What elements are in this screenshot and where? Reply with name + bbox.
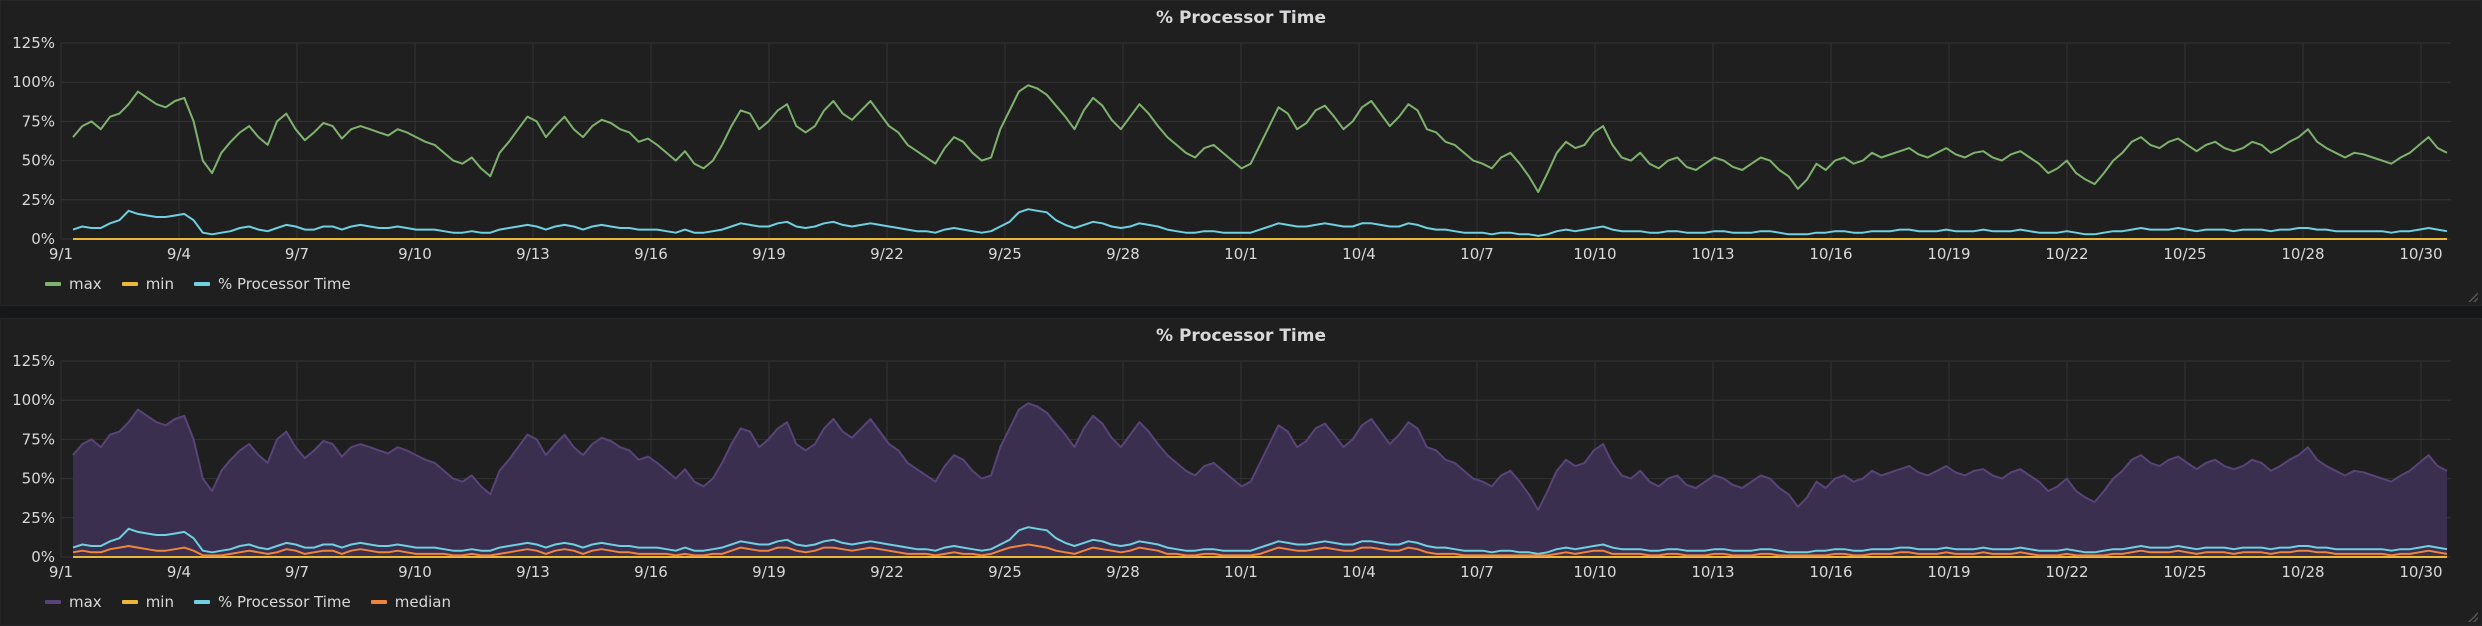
- x-tick-label: 10/28: [2281, 245, 2324, 263]
- x-tick-label: 9/7: [285, 563, 309, 581]
- x-tick-label: 9/25: [988, 563, 1022, 581]
- series-line-max: [72, 84, 2448, 193]
- series-line-max: [72, 402, 2448, 511]
- x-tick-label: 9/28: [1106, 563, 1140, 581]
- panel-title[interactable]: % Processor Time: [1156, 8, 1326, 28]
- x-tick-label: 9/22: [870, 245, 904, 263]
- legend-label: median: [394, 593, 451, 611]
- resize-handle-icon[interactable]: [2468, 292, 2478, 302]
- legend-label: max: [69, 593, 102, 611]
- x-tick-label: 9/16: [634, 245, 668, 263]
- x-tick-label: 9/1: [49, 563, 73, 581]
- y-tick-label: 125%: [12, 352, 55, 370]
- x-tick-label: 10/22: [2045, 245, 2088, 263]
- legend-label: max: [69, 275, 102, 293]
- x-tick-label: 9/16: [634, 563, 668, 581]
- x-tick-label: 9/1: [49, 245, 73, 263]
- panel-processor-time-2: % Processor Time 0% 25% 50% 75% 100% 125% 9/1 9…: [0, 318, 2482, 626]
- x-tick-label: 10/16: [1809, 245, 1852, 263]
- series-line-processor-time: [72, 208, 2448, 237]
- legend-item-median[interactable]: median: [370, 593, 451, 611]
- x-tick-label: 10/25: [2163, 563, 2206, 581]
- x-tick-label: 9/19: [752, 563, 786, 581]
- area-chart: 0% 25% 50% 75% 100% 125% 9/1 9/4 9/7 9/10 9/13 9/16…: [12, 352, 2451, 581]
- x-tick-label: 10/1: [1224, 245, 1258, 263]
- series-line-median: [72, 543, 2448, 557]
- x-tick-label: 9/7: [285, 245, 309, 263]
- legend-swatch: [45, 600, 61, 604]
- legend-swatch: [45, 282, 61, 286]
- legend-item-processor-time[interactable]: % Processor Time: [193, 593, 351, 611]
- legend-swatch: [193, 282, 210, 286]
- x-tick-label: 10/13: [1691, 245, 1734, 263]
- x-tick-label: 9/13: [516, 563, 550, 581]
- x-tick-label: 10/13: [1691, 563, 1734, 581]
- line-chart: 0% 25% 50% 75% 100% 125% 9/1 9/4 9/7 9/10 9/13 9/16…: [12, 34, 2451, 263]
- y-tick-label: 75%: [22, 430, 55, 448]
- x-tick-label: 10/10: [1573, 563, 1616, 581]
- x-tick-label: 10/10: [1573, 245, 1616, 263]
- legend: max min % Processor Time median: [45, 593, 451, 611]
- y-tick-label: 100%: [12, 391, 55, 409]
- x-tick-label: 10/7: [1460, 245, 1494, 263]
- y-tick-label: 0%: [31, 230, 55, 248]
- legend-swatch: [121, 282, 138, 286]
- x-tick-label: 9/25: [988, 245, 1022, 263]
- x-tick-label: 9/28: [1106, 245, 1140, 263]
- legend-label: % Processor Time: [217, 593, 351, 611]
- legend: max min % Processor Time: [45, 275, 351, 293]
- x-tick-label: 10/22: [2045, 563, 2088, 581]
- y-tick-label: 100%: [12, 73, 55, 91]
- x-tick-label: 9/4: [167, 563, 191, 581]
- legend-item-max[interactable]: max: [45, 275, 102, 293]
- panel-processor-time-1: % Processor Time 0% 25% 50% 75% 100% 125% 9/1 9…: [0, 0, 2482, 306]
- legend-label: min: [145, 593, 174, 611]
- x-tick-label: 10/25: [2163, 245, 2206, 263]
- x-tick-label: 9/10: [398, 245, 432, 263]
- legend-item-min[interactable]: min: [121, 275, 174, 293]
- y-tick-label: 0%: [31, 548, 55, 566]
- y-tick-label: 25%: [22, 509, 55, 527]
- x-tick-label: 9/4: [167, 245, 191, 263]
- x-tick-label: 10/19: [1927, 245, 1970, 263]
- legend-swatch: [121, 600, 138, 604]
- x-tick-label: 9/22: [870, 563, 904, 581]
- resize-handle-icon[interactable]: [2468, 612, 2478, 622]
- x-tick-label: 10/30: [2399, 563, 2442, 581]
- y-tick-label: 50%: [22, 470, 55, 488]
- legend-item-min[interactable]: min: [121, 593, 174, 611]
- series-line-processor-time: [72, 526, 2448, 555]
- legend-swatch: [370, 600, 387, 604]
- x-tick-label: 10/30: [2399, 245, 2442, 263]
- x-tick-label: 10/1: [1224, 563, 1258, 581]
- legend-item-processor-time[interactable]: % Processor Time: [193, 275, 351, 293]
- x-tick-label: 10/4: [1342, 245, 1376, 263]
- legend-label: min: [145, 275, 174, 293]
- x-tick-label: 9/19: [752, 245, 786, 263]
- y-tick-label: 125%: [12, 34, 55, 52]
- y-tick-label: 50%: [22, 152, 55, 170]
- legend-item-max[interactable]: max: [45, 593, 102, 611]
- panel-title[interactable]: % Processor Time: [1156, 326, 1326, 346]
- x-tick-label: 10/4: [1342, 563, 1376, 581]
- legend-label: % Processor Time: [217, 275, 351, 293]
- y-tick-label: 25%: [22, 191, 55, 209]
- x-tick-label: 10/16: [1809, 563, 1852, 581]
- x-tick-label: 10/7: [1460, 563, 1494, 581]
- legend-swatch: [193, 600, 210, 604]
- x-tick-label: 9/10: [398, 563, 432, 581]
- series-area-max: [73, 403, 2447, 557]
- y-tick-label: 75%: [22, 112, 55, 130]
- x-tick-label: 9/13: [516, 245, 550, 263]
- x-tick-label: 10/19: [1927, 563, 1970, 581]
- x-tick-label: 10/28: [2281, 563, 2324, 581]
